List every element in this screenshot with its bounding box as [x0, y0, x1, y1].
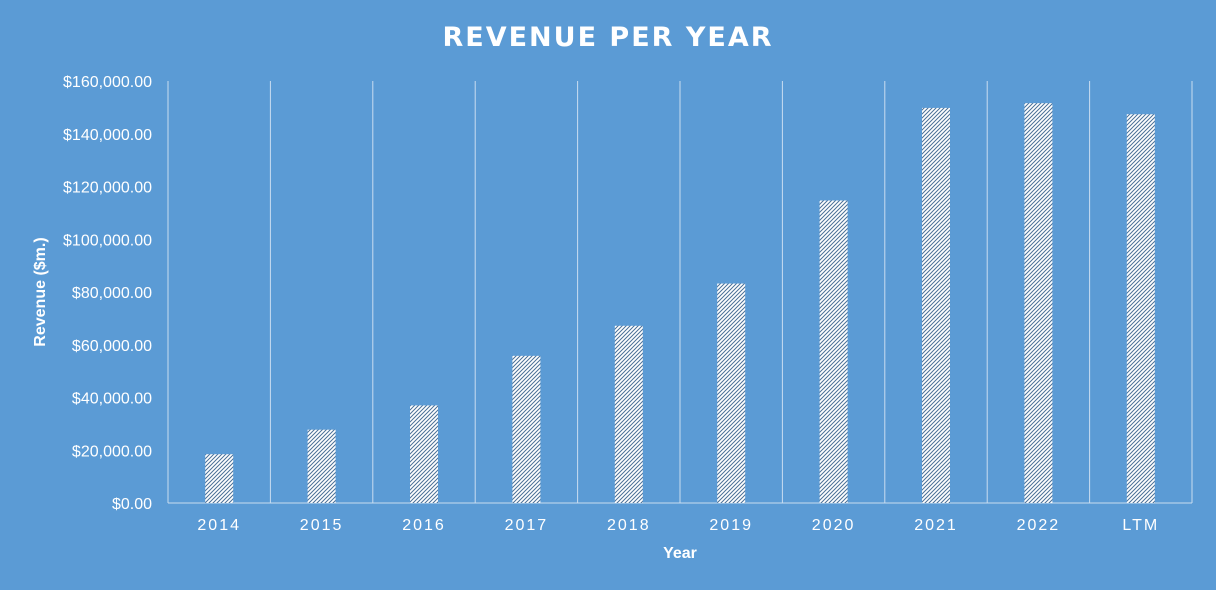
y-tick-label: $20,000.00	[72, 443, 152, 460]
x-tick-label: 2022	[1017, 517, 1061, 534]
x-tick-label: 2014	[197, 517, 241, 534]
bar-2018	[614, 325, 643, 503]
y-tick-label: $120,000.00	[63, 180, 152, 197]
bar-2019	[717, 283, 746, 503]
y-tick-label: $0.00	[112, 496, 152, 513]
x-tick-label: 2017	[505, 517, 549, 534]
x-tick-label: 2018	[607, 517, 651, 534]
bar-2022	[1024, 103, 1053, 503]
bar-2021	[922, 107, 950, 503]
y-tick-label: $100,000.00	[63, 232, 152, 249]
y-tick-label: $140,000.00	[63, 127, 152, 144]
x-tick-label: 2020	[812, 517, 856, 534]
bar-2017	[512, 355, 541, 503]
gridlines	[167, 81, 1193, 504]
bar-2020	[819, 200, 848, 503]
x-tick-label: 2016	[402, 517, 446, 534]
y-tick-label: $160,000.00	[63, 74, 152, 91]
x-tick-label: 2015	[300, 517, 344, 534]
y-axis-ticks: $0.00 $20,000.00 $40,000.00 $60,000.00 $80,0…	[63, 74, 152, 513]
y-tick-label: $40,000.00	[72, 391, 152, 408]
y-axis-label: Revenue ($m.)	[32, 237, 49, 346]
chart-title: REVENUE PER YEAR	[442, 22, 773, 53]
y-tick-label: $80,000.00	[72, 285, 152, 302]
bar-2016	[410, 405, 438, 503]
bars	[205, 103, 1155, 504]
x-axis-ticks: 2014 2015 2016 2017 2018 2019 2020 2021 2022 LTM	[197, 517, 1159, 534]
bar-2015	[307, 429, 336, 503]
x-tick-label: LTM	[1122, 517, 1159, 534]
bar-2014	[205, 454, 234, 503]
bar-ltm	[1126, 114, 1155, 504]
x-tick-label: 2019	[709, 517, 753, 534]
x-tick-label: 2021	[914, 517, 958, 534]
x-axis-label: Year	[663, 545, 697, 562]
y-tick-label: $60,000.00	[72, 338, 152, 355]
